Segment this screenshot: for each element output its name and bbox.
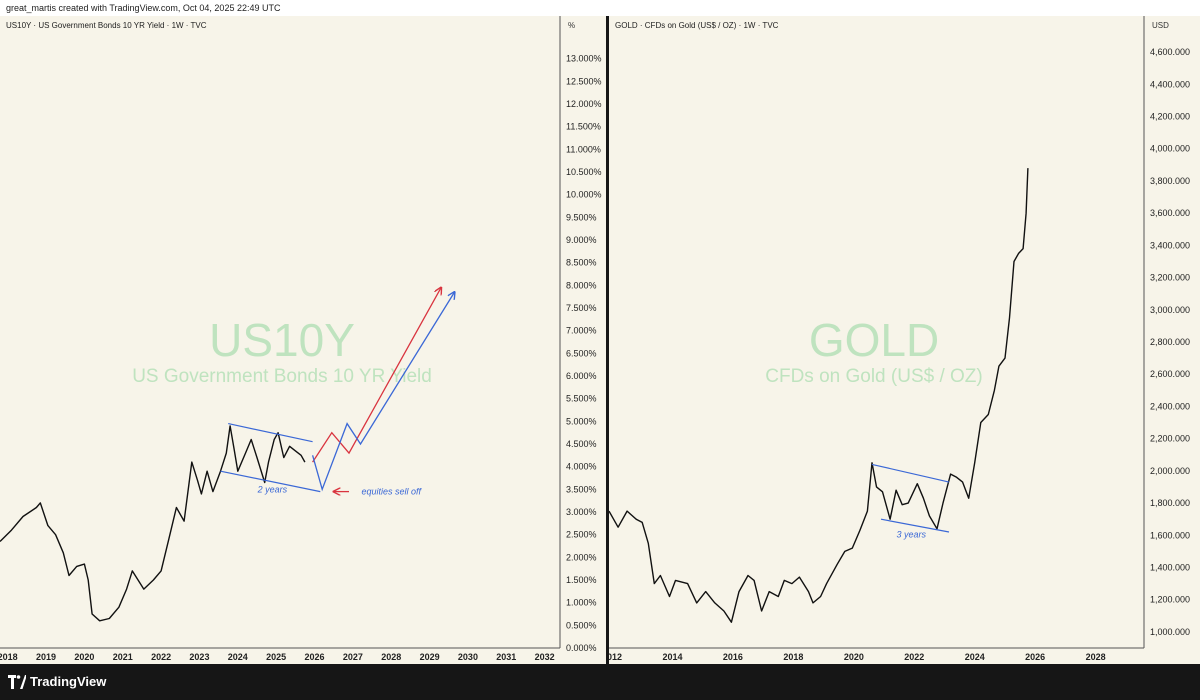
x-tick-label: 2021 (113, 652, 133, 662)
x-tick-label: 2026 (305, 652, 325, 662)
y-tick-label: 2,600.000 (1150, 369, 1190, 379)
y-tick-label: 0.500% (566, 620, 597, 630)
watermark-description: US Government Bonds 10 YR Yield (132, 366, 432, 387)
y-tick-label: 10.000% (566, 190, 602, 200)
credit-text: great_martis created with TradingView.co… (6, 3, 281, 13)
x-tick-label: 2028 (381, 652, 401, 662)
x-tick-label: 2027 (343, 652, 363, 662)
x-tick-label: 2024 (965, 652, 985, 662)
tradingview-logo-icon (8, 675, 26, 689)
watermark-symbol: GOLD (809, 314, 939, 366)
y-tick-label: 3,000.000 (1150, 305, 1190, 315)
y-tick-label: 8.000% (566, 280, 597, 290)
y-tick-label: 9.000% (566, 235, 597, 245)
watermark-description: CFDs on Gold (US$ / OZ) (765, 366, 983, 387)
tradingview-brand: TradingView (30, 674, 107, 689)
y-tick-label: 1,000.000 (1150, 627, 1190, 637)
x-tick-label: 2022 (904, 652, 924, 662)
x-tick-label: 2012 (609, 652, 622, 662)
y-tick-label: 4,400.000 (1150, 79, 1190, 89)
y-tick-label: 2,400.000 (1150, 401, 1190, 411)
x-tick-label: 2020 (74, 652, 94, 662)
x-tick-label: 2026 (1025, 652, 1045, 662)
y-tick-label: 4,600.000 (1150, 47, 1190, 57)
x-tick-label: 2029 (420, 652, 440, 662)
y-tick-label: 5.500% (566, 394, 597, 404)
y-tick-label: 2,000.000 (1150, 466, 1190, 476)
y-tick-label: 3,400.000 (1150, 240, 1190, 250)
channel-duration-label: 3 years (897, 529, 927, 539)
projection-path-blue (311, 292, 455, 492)
channel-top-line (871, 463, 950, 483)
y-tick-label: 1,400.000 (1150, 562, 1190, 572)
channel-bottom-line (880, 518, 950, 533)
y-tick-label: 10.500% (566, 167, 602, 177)
y-tick-label: 3,600.000 (1150, 208, 1190, 218)
y-tick-label: 3,200.000 (1150, 273, 1190, 283)
axis-unit-label: % (568, 21, 575, 30)
x-tick-label: 2032 (535, 652, 555, 662)
y-tick-label: 1,200.000 (1150, 595, 1190, 605)
y-tick-label: 13.000% (566, 54, 602, 64)
x-tick-label: 2019 (36, 652, 56, 662)
x-tick-label: 2023 (189, 652, 209, 662)
x-tick-label: 2018 (783, 652, 803, 662)
x-tick-label: 2014 (662, 652, 682, 662)
x-tick-label: 2031 (496, 652, 516, 662)
chart-credit-header: great_martis created with TradingView.co… (0, 0, 1200, 16)
x-tick-label: 2020 (844, 652, 864, 662)
x-tick-label: 2024 (228, 652, 248, 662)
y-tick-label: 4.000% (566, 462, 597, 472)
y-tick-label: 12.500% (566, 76, 602, 86)
y-tick-label: 1,800.000 (1150, 498, 1190, 508)
x-tick-label: 2016 (723, 652, 743, 662)
us10y-symbol-title: US10Y · US Government Bonds 10 YR Yield … (6, 21, 207, 30)
us10y-chart-panel[interactable]: US10Y US Government Bonds 10 YR Yield% 13.… (0, 16, 606, 664)
x-tick-label: 2028 (1086, 652, 1106, 662)
y-tick-label: 6.500% (566, 348, 597, 358)
price-line (0, 425, 306, 622)
y-tick-label: 6.000% (566, 371, 597, 381)
y-tick-label: 9.500% (566, 212, 597, 222)
y-tick-label: 1,600.000 (1150, 530, 1190, 540)
gold-symbol-title: GOLD · CFDs on Gold (US$ / OZ) · 1W · TV… (615, 21, 779, 30)
y-tick-label: 3.000% (566, 507, 597, 517)
channel-bottom-line (220, 470, 321, 493)
channel-duration-label: 2 years (257, 484, 288, 494)
watermark-symbol: US10Y (209, 314, 355, 366)
x-tick-label: 2018 (0, 652, 18, 662)
y-tick-label: 3,800.000 (1150, 176, 1190, 186)
y-tick-label: 4,000.000 (1150, 144, 1190, 154)
channel-top-line (228, 423, 313, 443)
x-tick-label: 2030 (458, 652, 478, 662)
y-tick-label: 0.000% (566, 643, 597, 653)
y-tick-label: 1.000% (566, 598, 597, 608)
y-tick-label: 8.500% (566, 258, 597, 268)
y-tick-label: 2.500% (566, 530, 597, 540)
y-tick-label: 4,200.000 (1150, 112, 1190, 122)
y-tick-label: 2,800.000 (1150, 337, 1190, 347)
y-tick-label: 1.500% (566, 575, 597, 585)
y-tick-label: 7.000% (566, 326, 597, 336)
tradingview-footer: TradingView (0, 664, 1200, 700)
y-tick-label: 3.500% (566, 484, 597, 494)
x-tick-label: 2025 (266, 652, 286, 662)
y-tick-label: 11.500% (566, 122, 601, 132)
y-tick-label: 2.000% (566, 552, 597, 562)
gold-chart-panel[interactable]: GOLD CFDs on Gold (US$ / OZ) USD 4,600.000 4… (609, 16, 1200, 664)
x-tick-label: 2022 (151, 652, 171, 662)
y-tick-label: 11.000% (566, 144, 601, 154)
y-tick-label: 12.000% (566, 99, 602, 109)
sell-off-label: equities sell off (361, 487, 422, 497)
y-tick-label: 7.500% (566, 303, 597, 313)
price-line (609, 168, 1029, 623)
axis-unit-label: USD (1152, 21, 1169, 30)
y-tick-label: 2,200.000 (1150, 434, 1190, 444)
y-tick-label: 5.000% (566, 416, 597, 426)
y-tick-label: 4.500% (566, 439, 597, 449)
